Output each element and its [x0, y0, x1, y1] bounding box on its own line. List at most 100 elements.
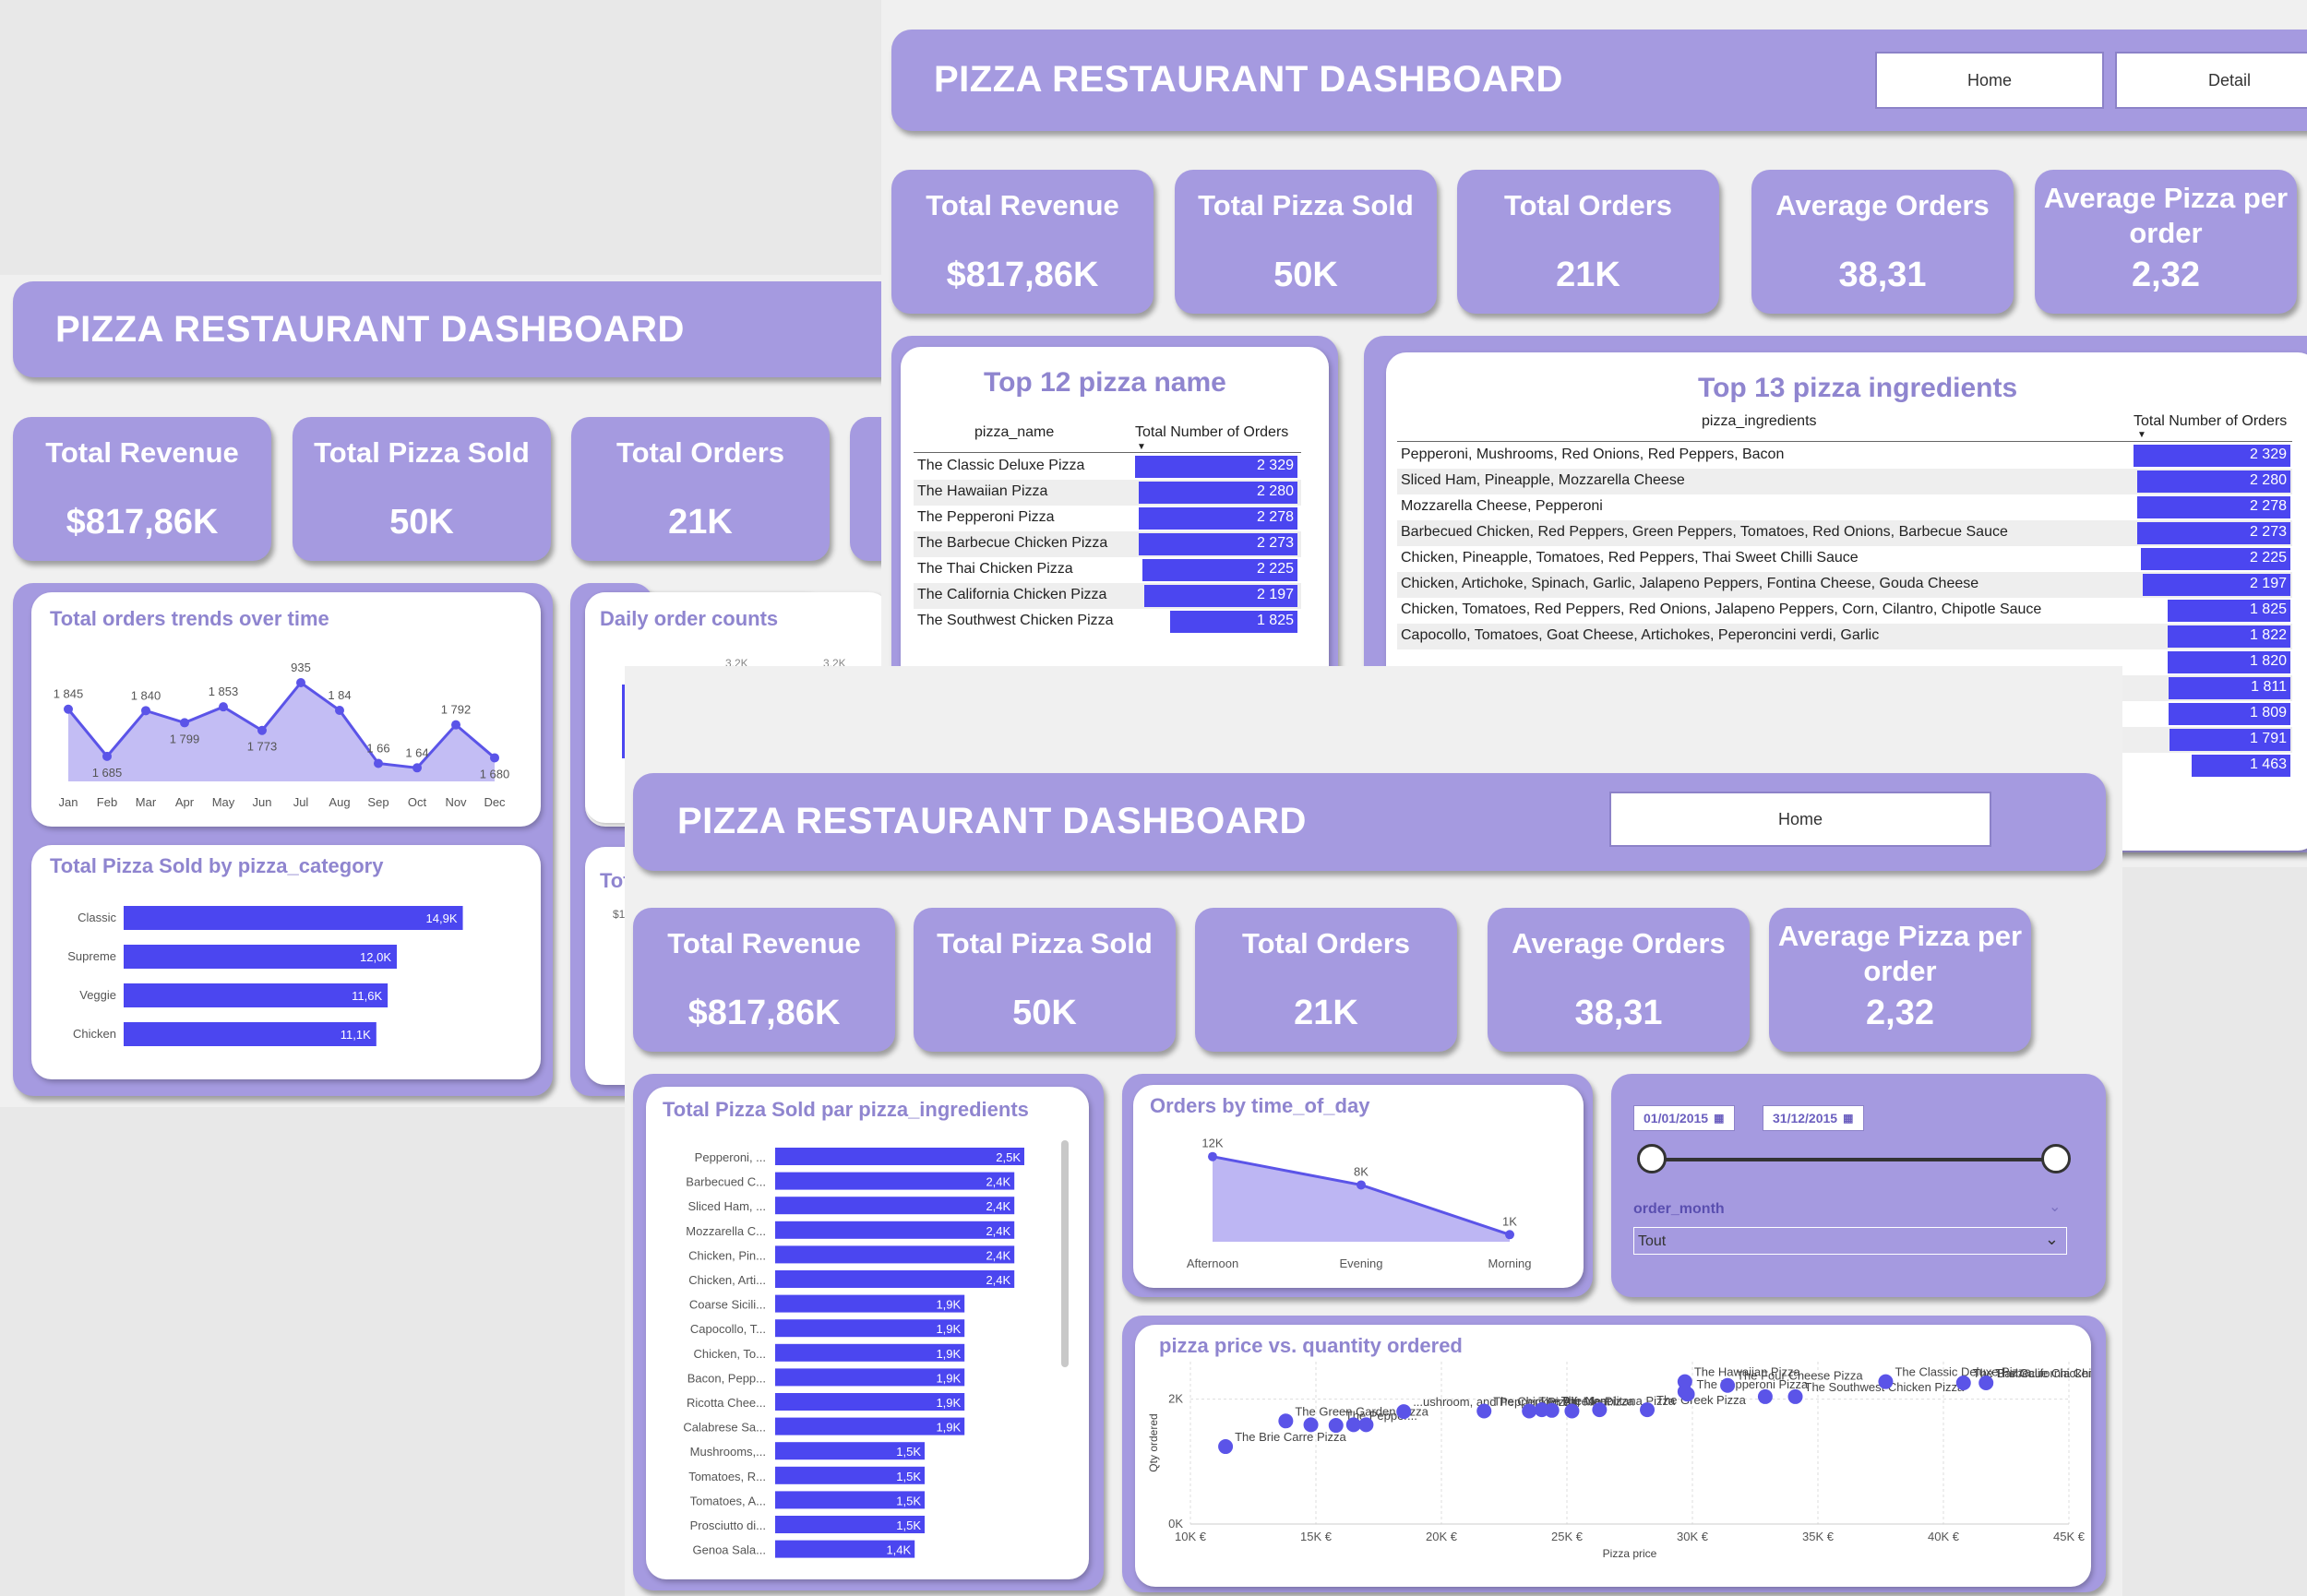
page-title: PIZZA RESTAURANT DASHBOARD: [55, 309, 685, 350]
date-slider-track[interactable]: [1652, 1158, 2069, 1161]
ingredient-bar: [775, 1417, 965, 1435]
column-header-value[interactable]: Total Number of Orders: [2134, 413, 2288, 429]
table-row[interactable]: The California Chicken Pizza 2 197: [914, 583, 1301, 609]
scatter-point: [1278, 1413, 1294, 1429]
ingredient-value-label: 1,9K: [936, 1396, 961, 1410]
category-bar: [124, 983, 388, 1007]
ingredient-bar: [775, 1516, 925, 1533]
table-title: Top 12 pizza name: [984, 367, 1226, 398]
scatter-point-label: The Greek Pizza: [1656, 1393, 1747, 1407]
kpi-value: 21K: [1556, 256, 1620, 294]
ingredient-value-label: 1,9K: [936, 1322, 961, 1336]
kpi-total-revenue: Total Revenue $817,86K: [891, 170, 1154, 314]
kpi-total-pizza-sold: Total Pizza Sold 50K: [293, 417, 551, 561]
trend-x-tick: Jan: [59, 795, 78, 809]
row-bar: [2167, 600, 2290, 622]
chevron-down-icon[interactable]: ⌄: [2049, 1199, 2062, 1215]
table-row[interactable]: The Hawaiian Pizza 2 280: [914, 480, 1301, 506]
table-row[interactable]: Chicken, Artichoke, Spinach, Garlic, Jal…: [1397, 572, 2292, 598]
nav-detail-button[interactable]: Detail: [2115, 52, 2307, 109]
scatter-point: [1978, 1376, 1994, 1391]
month-select[interactable]: Tout ⌄: [1633, 1227, 2067, 1255]
table-row[interactable]: 1 809: [1397, 701, 2292, 727]
column-header-name[interactable]: pizza_ingredients: [1702, 413, 1817, 429]
date-to-input[interactable]: 31/12/2015 ▦: [1763, 1105, 1864, 1131]
ingredients-card: Total Pizza Sold par pizza_ingredients P…: [646, 1087, 1089, 1579]
calendar-icon[interactable]: ▦: [1843, 1112, 1854, 1125]
kpi-value: $817,86K: [66, 503, 219, 542]
scrollbar[interactable]: [1061, 1140, 1069, 1367]
table-body: Pepperoni, Mushrooms, Red Onions, Red Pe…: [1397, 443, 2292, 812]
scatter-y-tick: 0K: [1168, 1517, 1183, 1530]
table-row[interactable]: Chicken, Pineapple, Tomatoes, Red Pepper…: [1397, 546, 2292, 572]
trend-data-label: 1 680: [480, 767, 510, 780]
scatter-point-label: The Green Garden Pizza: [1295, 1404, 1428, 1418]
header-divider: [1397, 441, 2292, 442]
scatter-chart: 10K € 15K € 20K € 25K € 30K € 35K € 40K € 45K €…: [1147, 1362, 2091, 1560]
row-bar: [1138, 507, 1297, 530]
row-bar: [2137, 522, 2290, 544]
table-row[interactable]: Pepperoni, Mushrooms, Red Onions, Red Pe…: [1397, 443, 2292, 469]
table-row[interactable]: Mozzarella Cheese, Pepperoni 2 278: [1397, 494, 2292, 520]
kpi-value: 38,31: [1838, 256, 1927, 294]
calendar-icon[interactable]: ▦: [1714, 1112, 1725, 1125]
ingredient-value-label: 1,9K: [936, 1371, 961, 1385]
time-x-tick: Evening: [1340, 1257, 1383, 1270]
scatter-x-label: Pizza price: [1603, 1547, 1657, 1560]
row-name: The Southwest Chicken Pizza: [917, 613, 1114, 628]
date-slider-end-handle[interactable]: [2041, 1144, 2071, 1173]
row-name: Barbecued Chicken, Red Peppers, Green Pe…: [1401, 524, 2008, 540]
table-row[interactable]: Capocollo, Tomatoes, Goat Cheese, Artich…: [1397, 624, 2292, 649]
column-header-value[interactable]: Total Number of Orders: [1135, 424, 1289, 440]
kpi-total-orders: Total Orders 21K: [1457, 170, 1719, 314]
trend-point: [180, 718, 189, 728]
scatter-point: [1955, 1376, 1971, 1391]
scatter-x-tick: 20K €: [1426, 1530, 1458, 1543]
daily-bar: [622, 685, 626, 758]
ingredient-bar: [775, 1319, 965, 1338]
scatter-point: [1564, 1403, 1580, 1419]
ingredient-label: Chicken, Pin...: [688, 1248, 766, 1262]
table-row[interactable]: Sliced Ham, Pineapple, Mozzarella Cheese…: [1397, 469, 2292, 494]
ingredient-label: Bacon, Pepp...: [687, 1371, 766, 1385]
category-bar: [124, 906, 463, 930]
ingredient-label: Barbecued C...: [686, 1175, 766, 1189]
page-title: PIZZA RESTAURANT DASHBOARD: [677, 801, 1307, 841]
row-value: 2 280: [2249, 472, 2287, 488]
time-data-label: 1K: [1502, 1214, 1517, 1228]
table-row[interactable]: The Southwest Chicken Pizza 1 825: [914, 609, 1301, 635]
month-label: order_month: [1633, 1201, 1725, 1217]
table-row[interactable]: The Pepperoni Pizza 2 278: [914, 506, 1301, 531]
table-row[interactable]: The Thai Chicken Pizza 2 225: [914, 557, 1301, 583]
ingredients-chart: Pepperoni, ... 2,5K Barbecued C... 2,4K Slic…: [683, 1148, 1024, 1558]
date-slider-start-handle[interactable]: [1637, 1144, 1667, 1173]
date-from-input[interactable]: 01/01/2015 ▦: [1633, 1105, 1735, 1131]
table-row[interactable]: Barbecued Chicken, Red Peppers, Green Pe…: [1397, 520, 2292, 546]
table-row[interactable]: 1 463: [1397, 753, 2292, 779]
chevron-down-icon: ⌄: [2044, 1230, 2059, 1248]
row-bar: [2170, 729, 2290, 751]
front-header: PIZZA RESTAURANT DASHBOARD Home: [633, 773, 2106, 871]
category-value-label: 14,9K: [426, 911, 458, 925]
nav-home-button[interactable]: Home: [1609, 792, 1991, 847]
ingredient-bar: [775, 1343, 965, 1362]
row-value: 1 809: [2249, 705, 2287, 721]
kpi-label: Average Orders: [1775, 189, 1990, 221]
ingredient-label: Chicken, Arti...: [688, 1273, 766, 1287]
category-value-label: 12,0K: [360, 950, 391, 964]
ingredient-label: Prosciutto di...: [690, 1519, 766, 1532]
table-row[interactable]: 1 820: [1397, 649, 2292, 675]
scatter-x-tick: 15K €: [1300, 1530, 1333, 1543]
time-point: [1208, 1151, 1217, 1161]
table-row[interactable]: Chicken, Tomatoes, Red Peppers, Red Onio…: [1397, 598, 2292, 624]
row-bar: [1135, 456, 1297, 478]
ingredient-bar: [775, 1270, 1015, 1288]
nav-home-button[interactable]: Home: [1875, 52, 2104, 109]
ingredient-bar: [775, 1540, 915, 1558]
column-header-name[interactable]: pizza_name: [974, 424, 1055, 440]
scatter-x-tick: 40K €: [1928, 1530, 1960, 1543]
scatter-x-tick: 35K €: [1802, 1530, 1835, 1543]
ingredient-label: Tomatoes, A...: [690, 1494, 766, 1507]
table-row[interactable]: The Barbecue Chicken Pizza 2 273: [914, 531, 1301, 557]
table-row[interactable]: The Classic Deluxe Pizza 2 329: [914, 454, 1301, 480]
